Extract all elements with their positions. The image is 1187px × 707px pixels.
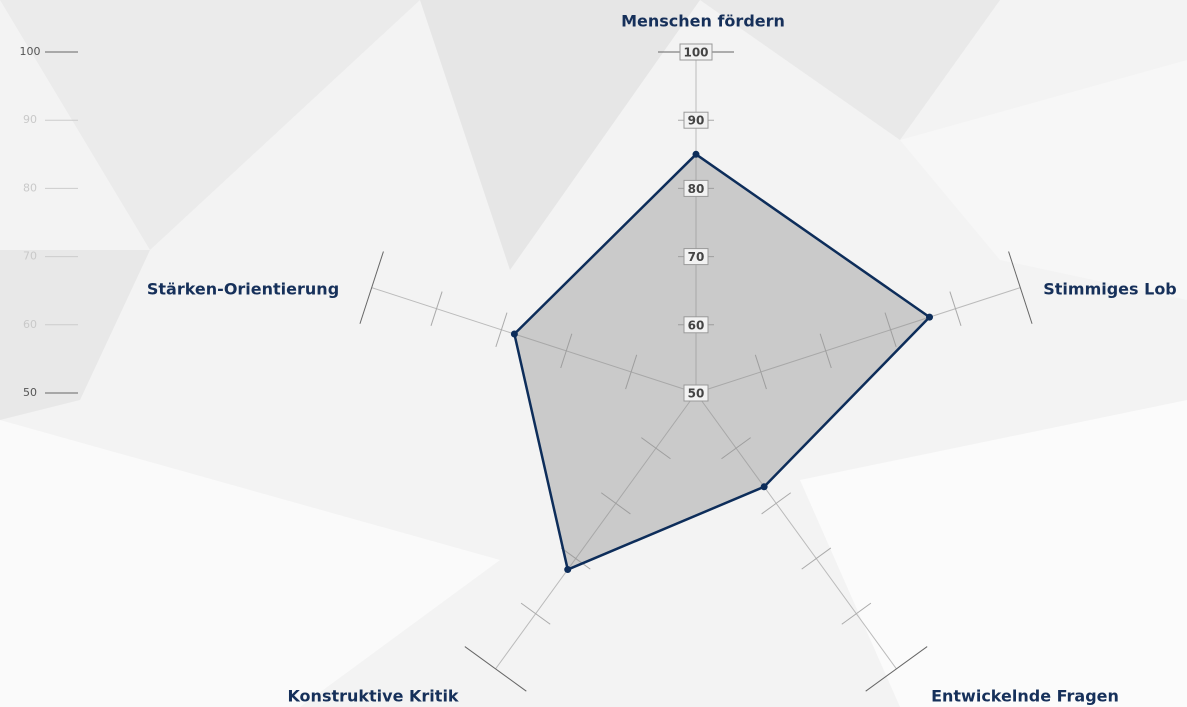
axis-tick [560, 333, 573, 369]
axis-tick [754, 354, 767, 390]
axis-value-box [683, 316, 709, 334]
bg-shape [0, 420, 500, 707]
data-point [564, 566, 572, 574]
axis-value-label: 90 [688, 114, 705, 128]
axis-label: Stärken-Orientierung [147, 280, 339, 299]
axis-line [371, 287, 697, 394]
bg-shape [420, 0, 700, 270]
axis-tick [600, 492, 631, 515]
axis-value-label: 80 [688, 182, 705, 196]
data-point [760, 483, 768, 491]
axis-tick [430, 291, 443, 326]
axis-label: Entwickelnde Fragen [931, 687, 1119, 706]
scale-label: 70 [23, 250, 37, 263]
axis-tick [949, 291, 962, 326]
axis-value-label: 100 [683, 46, 708, 60]
axis-line [495, 392, 697, 670]
axes: 50 60 70 80 90 100 [20, 45, 1033, 692]
axis-tick [865, 646, 928, 692]
axis-tick [841, 602, 872, 625]
scale-label: 50 [23, 386, 37, 399]
scale-label: 90 [23, 113, 37, 126]
axis-tick [1008, 251, 1033, 324]
axis-tick [819, 333, 832, 369]
scale-label: 100 [20, 45, 41, 58]
axis-tick [625, 354, 638, 390]
axis-label: Konstruktive Kritik [287, 687, 458, 706]
labels: Menschen fördern Stimmiges Lob Entwickelnd… [147, 12, 1177, 706]
axis-value-box [683, 179, 709, 197]
axis-tick [884, 312, 897, 348]
bg-shape [0, 0, 420, 250]
axis-value-label: 70 [688, 250, 705, 264]
axis-tick [464, 646, 527, 692]
series-area [513, 153, 931, 571]
data-point [692, 150, 700, 158]
scale-label: 80 [23, 181, 37, 194]
bg-shape [700, 0, 1000, 140]
plot [510, 150, 934, 574]
data-point [510, 330, 518, 338]
axis-tick [801, 547, 832, 570]
axis-value-box [683, 384, 709, 402]
axis-value-box [683, 111, 709, 129]
axis-label: Stimmiges Lob [1043, 280, 1177, 299]
axis-tick [359, 251, 384, 324]
axis-value-label: 60 [688, 318, 705, 332]
axis-tick [721, 437, 751, 460]
axis-tick [495, 312, 508, 348]
axis-tick [641, 437, 671, 460]
data-point [926, 313, 934, 321]
bg-shape [0, 250, 150, 420]
axis-tick [560, 547, 591, 570]
bg-shape [900, 60, 1187, 300]
bg-shape [800, 400, 1187, 707]
axis-value-box [679, 43, 713, 61]
axis-label: Menschen fördern [621, 12, 785, 31]
axis-value-box [683, 248, 709, 266]
scale-label: 60 [23, 318, 37, 331]
axis-tick [520, 602, 551, 625]
axis-tick [761, 492, 792, 515]
axis-line [695, 392, 897, 670]
axis-line [695, 287, 1021, 394]
axis-value-label: 50 [688, 387, 705, 401]
